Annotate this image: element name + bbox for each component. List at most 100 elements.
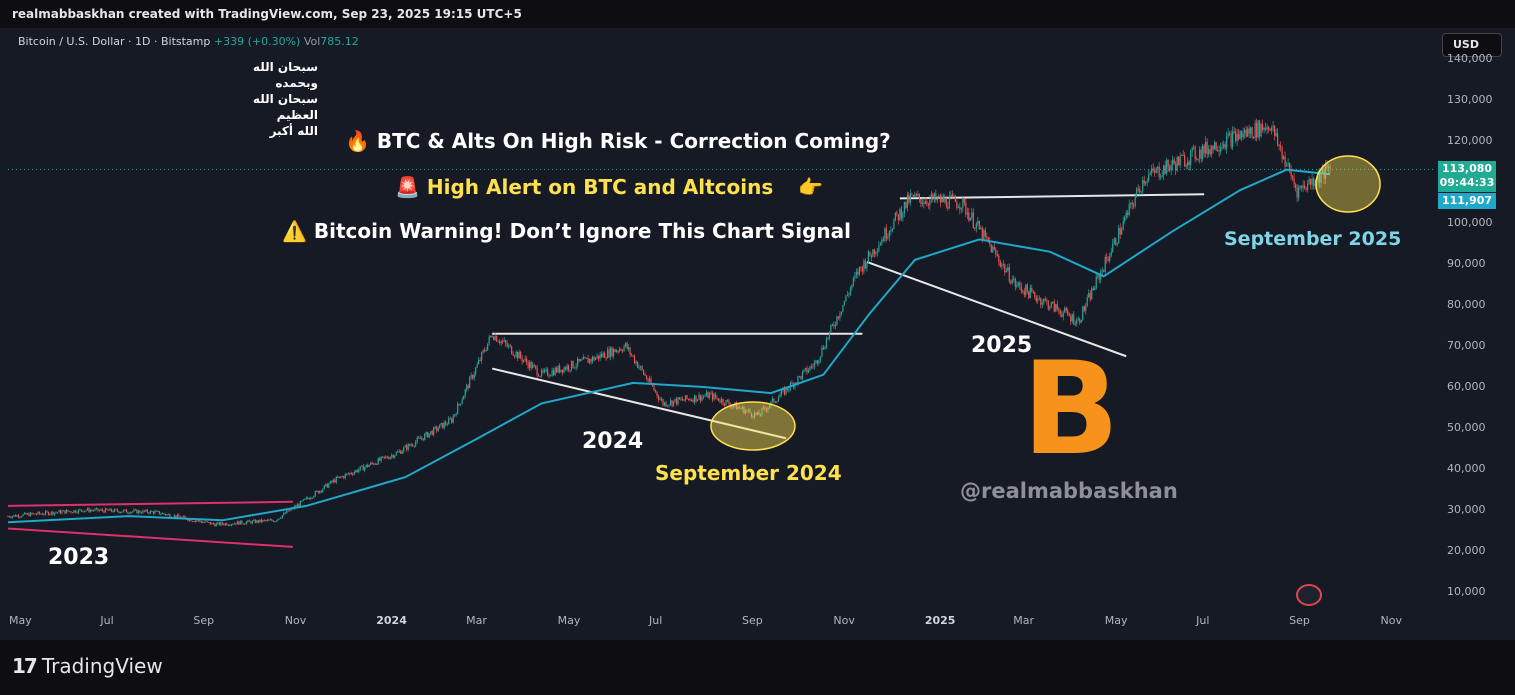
candle-body [998,255,1000,262]
candle-body [430,431,432,434]
candle-body [121,511,123,513]
candle-body [382,456,384,458]
candle-body [371,462,373,464]
candle-body [1038,297,1040,299]
candle-body [475,367,477,375]
candle-body [85,510,87,512]
candle-body [284,512,286,514]
symbol-legend[interactable]: Bitcoin / U.S. Dollar · 1D · Bitstamp +3… [18,35,359,48]
candle-body [758,411,760,415]
candle-body [828,331,831,339]
candle-body [1122,221,1124,230]
candle-body [320,490,322,492]
candle-body [749,409,751,413]
candle-body [914,194,916,198]
candle-body [1151,168,1153,174]
candle-body [857,271,859,275]
candle-body [932,194,934,200]
candle-body [535,365,537,368]
candle-body [606,349,609,359]
candle-body [422,438,424,441]
candle-body [259,519,261,523]
candle-body [1235,131,1237,141]
candle-body [500,341,502,344]
candle-body [995,249,997,255]
candle-body [720,398,723,403]
candle-body [735,402,738,410]
candle-body [1044,298,1046,300]
candle-body [803,369,805,373]
candle-body [972,212,974,228]
candle-body [984,230,986,236]
candle-body [672,400,675,406]
author-handle: @realmabbaskhan [960,479,1178,503]
candle-body [647,379,649,382]
candle-body [977,221,979,224]
credit-text: realmabbaskhan created with TradingView.… [12,7,522,21]
candle-body [286,510,288,514]
candle-body [717,398,720,401]
candle-body [356,470,358,473]
candle-body [443,422,445,429]
candle-body [879,243,881,246]
candle-body [840,311,843,315]
candle-body [881,239,883,244]
candle-body [1052,301,1054,303]
candle-body [927,204,929,206]
candle-body [752,416,754,418]
currency-button[interactable]: USD [1442,33,1502,57]
candle-body [34,513,36,515]
candle-body [947,206,949,209]
candle-body [1028,291,1030,299]
candle-body [981,227,983,240]
candle-body [975,223,977,229]
candle-body [124,509,126,511]
candle-body [623,346,625,352]
candle-body [924,201,926,204]
candle-body [585,357,588,359]
tradingview-logo[interactable]: 17 TradingView [12,654,163,678]
candle-body [1196,158,1198,160]
candle-body [746,410,748,412]
candle-body [1016,285,1018,287]
candle-body [1245,129,1247,137]
candle-body [1041,302,1043,305]
candle-body [1260,124,1262,137]
candle-body [260,519,262,522]
candle-body [1050,302,1052,308]
candle-body [1297,187,1300,198]
candle-body [677,397,679,405]
candle-body [662,399,664,406]
candle-body [208,521,210,523]
candle-body [899,208,901,221]
candle-body [1268,126,1270,130]
symbol-name[interactable]: Bitcoin / U.S. Dollar · 1D · Bitstamp [18,35,211,48]
candle-body [1083,306,1085,311]
candle-body [587,357,589,363]
candle-body [542,370,544,372]
candle-body [370,462,372,466]
candle-body [487,343,489,351]
candle-body [26,513,29,515]
us-flag-icon[interactable] [1296,584,1322,606]
siren-icon: 🚨 [395,175,420,199]
candle-body [827,338,829,340]
candle-body [885,228,887,239]
candle-body [906,195,908,208]
candle-body [557,365,559,373]
candle-body [119,512,122,514]
candle-body [872,249,874,258]
candle-body [404,445,406,448]
candle-body [1064,308,1066,313]
candle-body [1101,270,1103,272]
candle-body [454,414,456,417]
candle-body [457,403,459,415]
candle-body [776,401,778,403]
candle-body [930,194,932,200]
candle-body [562,369,564,373]
candle-body [388,458,390,460]
candle-body [1259,120,1261,137]
candle-body [1023,291,1025,295]
y-tick-label: 130,000 [1447,93,1493,106]
